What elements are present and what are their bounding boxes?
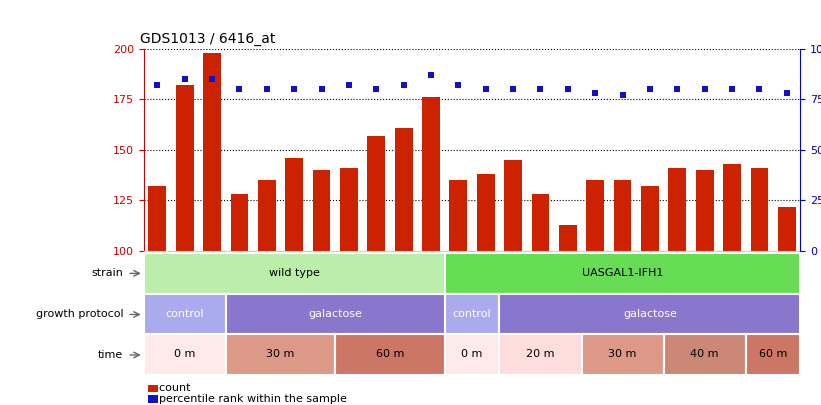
Text: 0 m: 0 m: [461, 350, 483, 359]
Bar: [586, 180, 604, 251]
Bar: [144, 253, 445, 294]
Point: [369, 86, 383, 92]
Bar: [532, 194, 549, 251]
Bar: [226, 334, 335, 375]
Bar: [144, 294, 226, 334]
Text: 0 m: 0 m: [174, 350, 195, 359]
Bar: [641, 186, 659, 251]
Bar: [614, 180, 631, 251]
Bar: [176, 85, 194, 251]
Point: [616, 92, 629, 98]
Bar: [499, 294, 800, 334]
Text: 40 m: 40 m: [690, 350, 719, 359]
Point: [589, 90, 602, 96]
Bar: [559, 225, 577, 251]
Bar: [368, 136, 385, 251]
Bar: [313, 170, 331, 251]
Bar: [745, 334, 800, 375]
Bar: [422, 97, 440, 251]
Point: [151, 82, 164, 88]
Bar: [226, 294, 445, 334]
Text: galactose: galactose: [309, 309, 362, 319]
Point: [315, 86, 328, 92]
Bar: [445, 334, 499, 375]
Bar: [445, 253, 800, 294]
Text: galactose: galactose: [623, 309, 677, 319]
Bar: [778, 207, 796, 251]
Bar: [581, 334, 663, 375]
Text: growth protocol: growth protocol: [35, 309, 123, 320]
Point: [698, 86, 711, 92]
Point: [507, 86, 520, 92]
Point: [178, 76, 191, 82]
Text: time: time: [98, 350, 123, 360]
Point: [260, 86, 273, 92]
Bar: [144, 334, 226, 375]
Text: 60 m: 60 m: [759, 350, 787, 359]
Text: UASGAL1-IFH1: UASGAL1-IFH1: [582, 269, 663, 278]
Text: 60 m: 60 m: [376, 350, 404, 359]
Bar: [663, 334, 745, 375]
Point: [342, 82, 355, 88]
Bar: [696, 170, 713, 251]
Bar: [445, 294, 499, 334]
Bar: [668, 168, 686, 251]
Point: [397, 82, 410, 88]
Text: percentile rank within the sample: percentile rank within the sample: [152, 394, 346, 404]
Point: [424, 72, 438, 78]
Bar: [335, 334, 445, 375]
Text: control: control: [165, 309, 204, 319]
Point: [726, 86, 739, 92]
Point: [452, 82, 465, 88]
Point: [205, 76, 218, 82]
Point: [287, 86, 300, 92]
Bar: [477, 174, 495, 251]
Bar: [340, 168, 358, 251]
Bar: [286, 158, 303, 251]
Point: [534, 86, 547, 92]
Text: wild type: wild type: [268, 269, 319, 278]
Text: count: count: [152, 383, 190, 393]
Point: [671, 86, 684, 92]
Point: [562, 86, 575, 92]
Point: [479, 86, 493, 92]
Bar: [504, 160, 522, 251]
Text: 30 m: 30 m: [608, 350, 637, 359]
Text: GDS1013 / 6416_at: GDS1013 / 6416_at: [140, 32, 276, 46]
Bar: [231, 194, 249, 251]
Point: [644, 86, 657, 92]
Bar: [204, 53, 221, 251]
Bar: [258, 180, 276, 251]
Bar: [750, 168, 768, 251]
Text: 20 m: 20 m: [526, 350, 555, 359]
Bar: [149, 186, 166, 251]
Bar: [450, 180, 467, 251]
Bar: [395, 128, 413, 251]
Point: [753, 86, 766, 92]
Y-axis label: 100%: 100%: [818, 45, 821, 55]
Point: [780, 90, 793, 96]
Text: 30 m: 30 m: [266, 350, 295, 359]
Text: strain: strain: [91, 269, 123, 278]
Bar: [499, 334, 581, 375]
Text: control: control: [452, 309, 492, 319]
Bar: [723, 164, 741, 251]
Point: [233, 86, 246, 92]
